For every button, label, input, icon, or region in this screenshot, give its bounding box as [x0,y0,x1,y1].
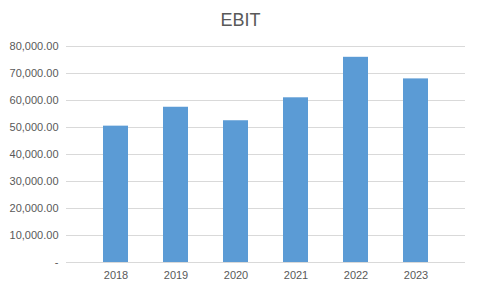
svg-text:50,000.00: 50,000.00 [10,121,59,133]
svg-text:70,000.00: 70,000.00 [10,67,59,79]
svg-text:60,000.00: 60,000.00 [10,94,59,106]
svg-text:-: - [55,256,59,268]
svg-text:2021: 2021 [284,269,308,281]
html-text:EBIT: EBIT [220,10,261,30]
svg-text:2022: 2022 [344,269,368,281]
svg-text:20,000.00: 20,000.00 [10,202,59,214]
svg-text:40,000.00: 40,000.00 [10,148,59,160]
svg-text:10,000.00: 10,000.00 [10,229,59,241]
svg-text:2023: 2023 [404,269,428,281]
svg-text:30,000.00: 30,000.00 [10,175,59,187]
svg-text:2018: 2018 [104,269,128,281]
svg-text:2020: 2020 [224,269,248,281]
svg-text:2019: 2019 [164,269,188,281]
svg-text:80,000.00: 80,000.00 [10,40,59,52]
